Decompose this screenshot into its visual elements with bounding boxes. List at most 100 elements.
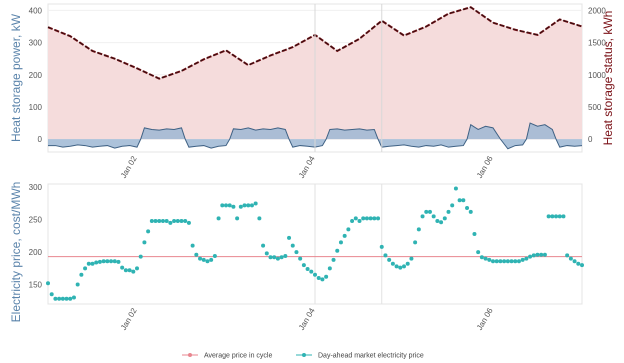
- price-point: [561, 214, 566, 219]
- top-right-axis-label: Heat storage status, kWh: [601, 11, 615, 146]
- price-point: [461, 198, 466, 203]
- price-point: [402, 264, 406, 269]
- price-point: [235, 216, 240, 221]
- price-point: [442, 216, 447, 221]
- price-point: [190, 243, 195, 248]
- price-point: [253, 201, 258, 206]
- legend-average-label: Average price in cycle: [204, 353, 272, 360]
- price-point: [135, 266, 139, 271]
- price-point: [557, 214, 562, 219]
- price-point: [305, 266, 310, 271]
- price-point: [246, 203, 251, 208]
- power-area-fill: [48, 123, 582, 149]
- price-point: [68, 296, 73, 301]
- price-point: [212, 254, 217, 258]
- price-point: [261, 243, 266, 248]
- price-point: [49, 292, 54, 297]
- price-point: [116, 259, 121, 264]
- top-left-tick-label: 300: [29, 39, 43, 48]
- price-point: [97, 259, 102, 264]
- price-point: [149, 218, 154, 223]
- price-point: [554, 214, 559, 219]
- price-point: [580, 263, 584, 268]
- top-x-tick-label: Jan 06: [475, 154, 495, 180]
- price-point: [372, 216, 377, 221]
- price-point: [298, 256, 303, 261]
- price-point: [224, 203, 228, 208]
- price-point: [376, 216, 381, 221]
- price-point: [112, 259, 117, 264]
- price-point: [209, 257, 214, 262]
- price-point: [290, 243, 295, 248]
- price-point: [198, 256, 203, 261]
- price-point: [153, 218, 158, 223]
- price-point: [183, 218, 188, 223]
- price-point: [379, 244, 384, 249]
- price-point: [335, 248, 340, 253]
- top-right-tick-label: 1000: [588, 71, 606, 80]
- top-left-tick-label: 400: [29, 6, 43, 15]
- price-point: [513, 259, 518, 264]
- price-point: [346, 227, 351, 232]
- price-point: [186, 220, 191, 225]
- price-point: [516, 259, 521, 264]
- price-point: [565, 253, 570, 258]
- price-point: [53, 296, 58, 301]
- price-point: [476, 250, 481, 255]
- top-right-tick-label: 500: [588, 103, 602, 112]
- price-point: [94, 260, 99, 265]
- price-point: [179, 218, 184, 223]
- price-point: [531, 253, 536, 258]
- price-point: [361, 216, 366, 221]
- price-point: [101, 259, 106, 264]
- bottom-axis-label: Electricity price, cost/MWh: [9, 182, 23, 323]
- price-point: [146, 229, 151, 234]
- price-point: [394, 264, 399, 269]
- price-point: [120, 265, 125, 270]
- price-point: [364, 216, 369, 221]
- price-point: [331, 257, 336, 262]
- top-left-tick-label: 200: [29, 71, 43, 80]
- price-point: [542, 252, 547, 257]
- price-point: [420, 214, 425, 219]
- price-point: [294, 250, 299, 255]
- bottom-y-tick-label: 200: [29, 248, 43, 257]
- price-point: [509, 259, 514, 264]
- price-point: [487, 257, 492, 262]
- price-point: [572, 259, 577, 264]
- price-point: [416, 227, 421, 232]
- legend: Average price in cycle Day-ahead market e…: [182, 353, 424, 360]
- bottom-x-tick-label: Jan 04: [297, 306, 317, 332]
- top-right-tick-label: 0: [588, 135, 593, 144]
- price-point: [342, 233, 347, 238]
- price-point: [216, 216, 221, 221]
- top-left-tick-label: 0: [38, 135, 43, 144]
- price-point: [327, 266, 332, 271]
- price-point: [64, 296, 69, 301]
- price-point: [75, 282, 80, 287]
- top-left-axis-label: Heat storage power, kW: [9, 13, 23, 142]
- price-point: [390, 261, 395, 266]
- legend-dayahead-label: Day-ahead market electricity price: [318, 353, 424, 360]
- price-point: [528, 254, 533, 259]
- price-point: [472, 231, 477, 236]
- price-point: [546, 214, 551, 219]
- price-point: [409, 256, 414, 261]
- price-point: [520, 257, 525, 262]
- top-right-tick-label: 2000: [588, 6, 606, 15]
- price-point: [157, 218, 162, 223]
- top-chart: 0 100 200 300 400 0 500 1000 1500 2000 Jan 02 Jan 0…: [9, 3, 615, 180]
- price-point: [453, 186, 458, 191]
- price-point: [465, 206, 470, 210]
- price-point: [383, 253, 388, 258]
- price-point: [498, 259, 503, 264]
- top-right-tick-label: 1500: [588, 39, 606, 48]
- price-point: [138, 254, 143, 259]
- price-point: [502, 259, 507, 264]
- price-point: [568, 256, 573, 261]
- price-point: [168, 220, 173, 225]
- price-point: [450, 203, 455, 208]
- price-point: [309, 269, 314, 274]
- price-point: [164, 218, 169, 223]
